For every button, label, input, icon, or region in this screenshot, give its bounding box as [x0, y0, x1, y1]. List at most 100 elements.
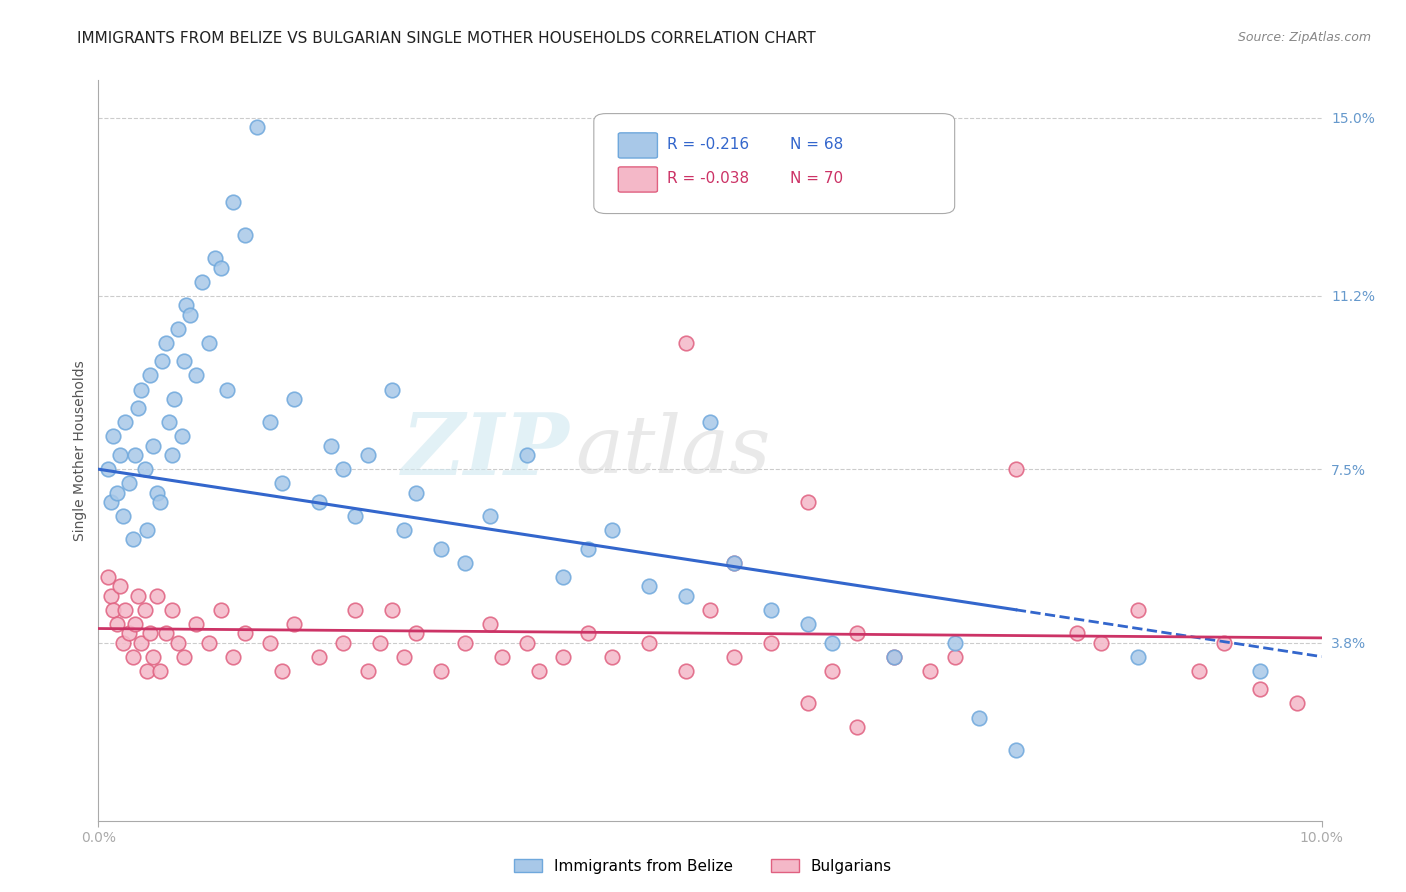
Point	[129, 383, 152, 397]
Point	[454, 556, 477, 570]
Point	[191, 275, 214, 289]
Point	[430, 664, 453, 678]
Point	[1128, 649, 1150, 664]
Point	[392, 523, 416, 537]
Point	[883, 649, 905, 664]
Point	[270, 664, 294, 678]
Point	[553, 649, 575, 664]
Point	[134, 462, 156, 476]
Point	[1066, 626, 1088, 640]
Point	[121, 649, 143, 664]
Point	[121, 533, 143, 547]
Point	[527, 664, 550, 678]
Point	[344, 509, 367, 524]
Point	[883, 649, 905, 664]
Point	[100, 589, 122, 603]
Point	[173, 354, 195, 368]
Point	[821, 664, 844, 678]
Point	[1004, 462, 1026, 476]
Point	[110, 579, 132, 593]
Point	[821, 635, 844, 649]
Text: N = 68: N = 68	[790, 137, 842, 153]
Point	[516, 448, 538, 462]
Point	[149, 664, 172, 678]
Y-axis label: Single Mother Households: Single Mother Households	[73, 360, 87, 541]
Point	[319, 439, 342, 453]
Point	[1188, 664, 1211, 678]
Point	[197, 635, 219, 649]
Point	[283, 392, 305, 406]
Point	[1250, 664, 1272, 678]
Text: atlas: atlas	[575, 412, 770, 489]
Point	[222, 195, 245, 210]
Point	[600, 523, 623, 537]
Point	[637, 579, 661, 593]
Point	[111, 635, 134, 649]
Point	[576, 541, 599, 556]
Point	[114, 603, 136, 617]
Point	[675, 664, 697, 678]
Point	[381, 603, 404, 617]
Point	[761, 635, 783, 649]
Point	[845, 626, 868, 640]
Point	[100, 495, 122, 509]
Point	[516, 635, 538, 649]
Point	[139, 368, 162, 383]
Point	[186, 616, 208, 631]
Point	[167, 321, 190, 335]
Point	[209, 603, 232, 617]
Point	[155, 626, 177, 640]
Point	[553, 570, 575, 584]
Point	[381, 383, 404, 397]
Point	[430, 541, 453, 556]
Point	[146, 589, 169, 603]
Text: N = 70: N = 70	[790, 171, 842, 186]
Point	[127, 589, 149, 603]
Point	[308, 495, 330, 509]
Point	[114, 415, 136, 429]
Point	[97, 462, 120, 476]
FancyBboxPatch shape	[619, 133, 658, 158]
Text: R = -0.038: R = -0.038	[668, 171, 749, 186]
Point	[1286, 697, 1309, 711]
Point	[344, 603, 367, 617]
Text: R = -0.216: R = -0.216	[668, 137, 749, 153]
Point	[723, 556, 745, 570]
Point	[101, 603, 124, 617]
Point	[136, 523, 159, 537]
Point	[170, 429, 193, 443]
FancyBboxPatch shape	[619, 167, 658, 192]
Point	[723, 556, 745, 570]
Point	[259, 415, 281, 429]
Point	[105, 485, 128, 500]
FancyBboxPatch shape	[593, 113, 955, 213]
Point	[101, 429, 124, 443]
Point	[576, 626, 599, 640]
Point	[270, 476, 294, 491]
Point	[259, 635, 281, 649]
Point	[723, 649, 745, 664]
Point	[124, 616, 146, 631]
Point	[1250, 682, 1272, 697]
Point	[136, 664, 159, 678]
Point	[157, 415, 180, 429]
Point	[797, 495, 820, 509]
Point	[142, 439, 165, 453]
Text: IMMIGRANTS FROM BELIZE VS BULGARIAN SINGLE MOTHER HOUSEHOLDS CORRELATION CHART: IMMIGRANTS FROM BELIZE VS BULGARIAN SING…	[77, 31, 815, 46]
Point	[110, 448, 132, 462]
Point	[134, 603, 156, 617]
Point	[392, 649, 416, 664]
Point	[1212, 635, 1234, 649]
Point	[761, 603, 783, 617]
Text: ZIP: ZIP	[402, 409, 569, 492]
Point	[454, 635, 477, 649]
Point	[283, 616, 305, 631]
Point	[146, 485, 169, 500]
Point	[675, 589, 697, 603]
Point	[943, 649, 966, 664]
Point	[920, 664, 942, 678]
Point	[478, 509, 501, 524]
Point	[332, 635, 354, 649]
Point	[127, 401, 149, 416]
Point	[1090, 635, 1112, 649]
